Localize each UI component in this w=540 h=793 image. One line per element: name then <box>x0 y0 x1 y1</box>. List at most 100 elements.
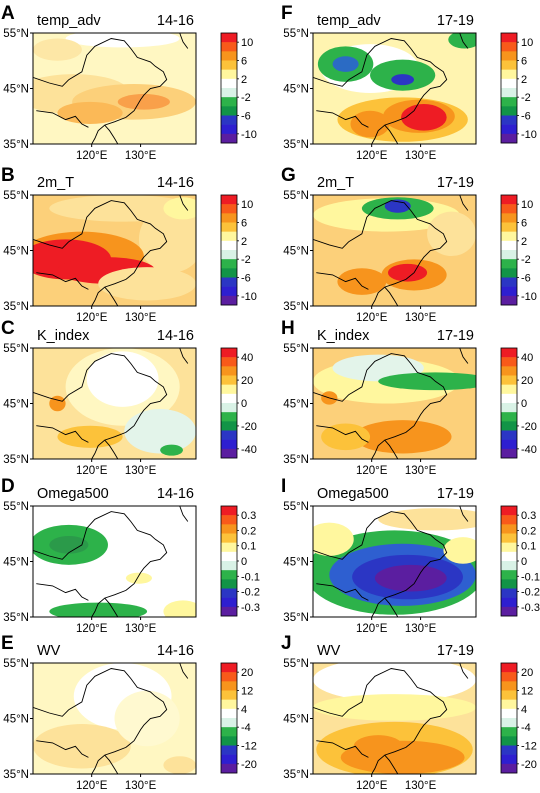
colorbar-label: 0 <box>241 398 247 410</box>
lon-label: 130°E <box>125 150 157 162</box>
colorbar-label: 20 <box>241 375 253 387</box>
colorbar-label: -20 <box>521 759 537 771</box>
colorbar-label: 0.1 <box>521 541 536 553</box>
lat-label: 35°N <box>3 139 29 151</box>
colorbar-label: 2 <box>521 236 527 248</box>
colorbar: 10 6 2 -2 -6 -10 <box>220 194 257 306</box>
colorbar-label: -6 <box>241 111 251 123</box>
colorbar-label: 10 <box>241 37 253 49</box>
colorbar-label: 0.3 <box>241 510 256 522</box>
shaded-field <box>33 195 196 306</box>
colorbar-label: 0 <box>521 398 527 410</box>
colorbar-label: 10 <box>521 199 533 211</box>
colorbar-label: -0.1 <box>241 571 260 583</box>
panel-period: 14-16 <box>157 13 194 29</box>
shaded-field <box>313 506 476 617</box>
panel-letter: F <box>281 3 293 24</box>
colorbar-label: -40 <box>241 444 257 456</box>
shaded-field <box>313 663 476 774</box>
map-boundary <box>384 286 399 306</box>
panel-variable: K_index <box>37 328 90 344</box>
lat-label: 45°N <box>283 714 309 726</box>
colorbar-label: -2 <box>521 254 531 266</box>
panel-period: 14-16 <box>157 643 194 659</box>
panel-variable: WV <box>317 643 341 659</box>
colorbar-label: -0.2 <box>241 587 260 599</box>
colorbar-label: 0 <box>241 556 247 568</box>
colorbar-label: -0.3 <box>521 602 540 614</box>
map-boundary <box>348 200 448 306</box>
panel-period: 17-19 <box>437 643 474 659</box>
lat-label: 55°N <box>283 501 309 513</box>
lat-label: 45°N <box>283 557 309 569</box>
lon-label: 130°E <box>125 780 157 792</box>
colorbar-label: -40 <box>521 444 537 456</box>
panel-C: C K_index 14-16 55°N 45°N 35°N 120°E 130°E 40 20 0… <box>1 318 257 477</box>
colorbar-label: 12 <box>521 686 533 698</box>
colorbar-label: 20 <box>521 667 533 679</box>
lon-label: 130°E <box>405 465 437 477</box>
map-boundary <box>68 511 168 617</box>
colorbar-label: -10 <box>241 291 257 303</box>
shaded-field <box>33 33 196 144</box>
panel-variable: 2m_T <box>37 175 74 191</box>
shaded-field <box>313 348 476 459</box>
lon-label: 120°E <box>356 780 388 792</box>
map-boundary <box>104 754 119 774</box>
lat-label: 45°N <box>3 399 29 411</box>
lat-label: 55°N <box>3 501 29 513</box>
colorbar-label: 2 <box>521 74 527 86</box>
panel-variable: 2m_T <box>317 175 354 191</box>
colorbar: 10 6 2 -2 -6 -10 <box>500 32 537 144</box>
map-boundary <box>316 740 369 758</box>
lon-label: 120°E <box>76 623 108 635</box>
colorbar-label: 6 <box>521 218 527 230</box>
map-boundary <box>36 583 89 601</box>
map-boundary <box>179 348 189 364</box>
panel-letter: B <box>1 165 15 186</box>
panel-variable: K_index <box>317 328 370 344</box>
map-boundary <box>459 33 469 49</box>
map-boundary <box>384 754 399 774</box>
map-boundary <box>459 348 469 364</box>
map-boundary <box>459 195 469 211</box>
lat-label: 55°N <box>3 343 29 355</box>
colorbar: 0.3 0.2 0.1 0 -0.1 -0.2 -0.3 <box>500 505 540 617</box>
colorbar-label: -4 <box>241 722 251 734</box>
colorbar-label: -20 <box>521 421 537 433</box>
lon-label: 130°E <box>405 780 437 792</box>
colorbar-label: -2 <box>241 92 251 104</box>
map-boundary <box>313 76 350 87</box>
colorbar-label: 40 <box>241 352 253 364</box>
map-boundary <box>348 668 448 774</box>
lat-label: 35°N <box>283 139 309 151</box>
panel-period: 17-19 <box>437 13 474 29</box>
lon-label: 130°E <box>125 312 157 324</box>
lat-label: 55°N <box>3 658 29 670</box>
map-boundary <box>179 506 189 522</box>
map-boundary <box>313 391 350 402</box>
map-boundary <box>348 38 448 144</box>
panel-letter: E <box>1 633 14 654</box>
panel-variable: WV <box>37 643 61 659</box>
lon-label: 130°E <box>125 465 157 477</box>
panel-variable: Omega500 <box>317 486 389 502</box>
panel-period: 14-16 <box>157 175 194 191</box>
map-boundary <box>68 353 168 459</box>
panel-variable: temp_adv <box>37 13 101 29</box>
lat-label: 55°N <box>283 658 309 670</box>
map-boundary <box>68 38 168 144</box>
lat-label: 35°N <box>283 454 309 466</box>
colorbar-label: 20 <box>241 667 253 679</box>
shaded-field <box>313 195 476 306</box>
shaded-field <box>33 348 196 459</box>
panel-letter: I <box>281 476 286 497</box>
colorbar: 20 12 4 -4 -12 -20 <box>220 662 257 774</box>
map-boundary <box>33 549 70 560</box>
colorbar: 40 20 0 -20 -40 <box>500 347 537 459</box>
colorbar-label: -2 <box>521 92 531 104</box>
map-boundary <box>104 597 119 617</box>
map-boundary <box>384 439 399 459</box>
